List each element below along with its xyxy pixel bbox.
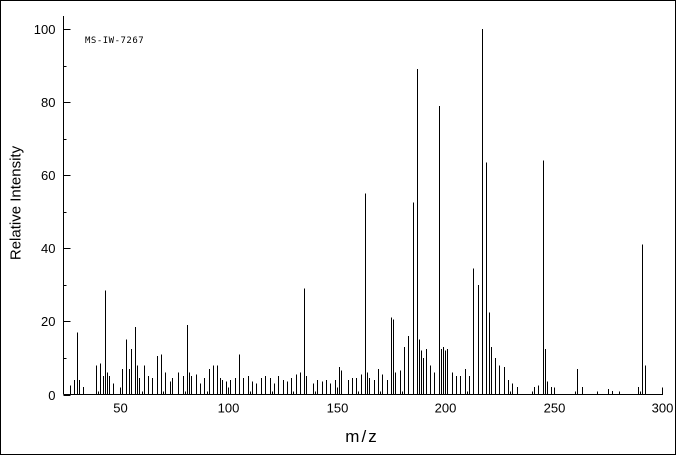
tick-label: 100 xyxy=(218,401,240,416)
tick-label: 20 xyxy=(41,314,55,329)
tick-label: 150 xyxy=(327,401,349,416)
tick-label: 250 xyxy=(544,401,566,416)
tick-label: 100 xyxy=(34,22,56,37)
y-axis-title: Relative Intensity xyxy=(7,145,25,261)
sample-id-label: MS-IW-7267 xyxy=(85,36,145,46)
tick-label: 200 xyxy=(435,401,457,416)
tick-label: 40 xyxy=(41,241,55,256)
tick-label: 300 xyxy=(652,401,674,416)
x-axis-title: m/z xyxy=(345,427,379,446)
tick-label: 50 xyxy=(113,401,127,416)
tick-label: 0 xyxy=(48,388,55,403)
tick-label: 80 xyxy=(41,95,55,110)
tick-label: 60 xyxy=(41,168,55,183)
